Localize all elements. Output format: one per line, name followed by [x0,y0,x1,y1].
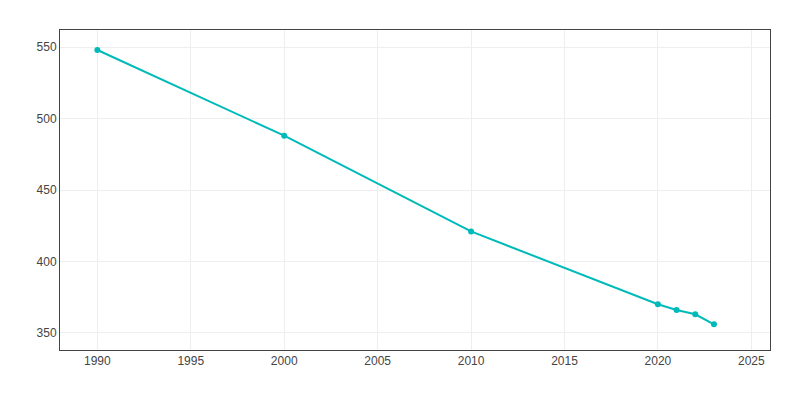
svg-text:400: 400 [37,255,57,269]
svg-text:550: 550 [37,40,57,54]
svg-text:350: 350 [37,326,57,340]
svg-text:2000: 2000 [271,354,298,368]
svg-text:2020: 2020 [645,354,672,368]
svg-text:450: 450 [37,183,57,197]
svg-text:2015: 2015 [551,354,578,368]
svg-text:500: 500 [37,112,57,126]
svg-text:1995: 1995 [177,354,204,368]
svg-text:1990: 1990 [84,354,111,368]
svg-text:2025: 2025 [738,354,765,368]
svg-text:2005: 2005 [364,354,391,368]
svg-text:2010: 2010 [458,354,485,368]
